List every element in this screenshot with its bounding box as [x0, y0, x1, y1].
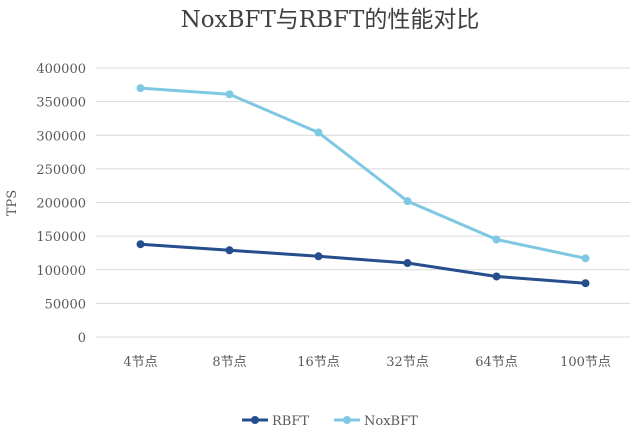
- x-tick-label: 4节点: [123, 355, 157, 370]
- y-tick-label: 250000: [36, 163, 86, 178]
- legend-label: RBFT: [272, 414, 309, 429]
- y-tick-label: 200000: [36, 197, 86, 212]
- data-point-RBFT: [314, 252, 323, 261]
- legend-label: NoxBFT: [364, 414, 418, 429]
- data-point-NoxBFT: [314, 128, 323, 137]
- series-line-NoxBFT: [140, 86, 586, 260]
- x-tick-label: 8节点: [212, 355, 246, 370]
- y-tick-label: 50000: [45, 297, 86, 312]
- y-axis-label: TPS: [5, 190, 20, 216]
- data-point-NoxBFT: [403, 197, 412, 206]
- legend-marker: [251, 416, 259, 424]
- y-tick-label: 400000: [36, 62, 86, 77]
- x-tick-label: 100节点: [560, 355, 611, 370]
- legend-marker: [343, 416, 351, 424]
- y-tick-label: 150000: [36, 230, 86, 245]
- data-point-NoxBFT: [136, 84, 145, 93]
- data-point-NoxBFT: [225, 90, 234, 99]
- series-line-RBFT: [140, 242, 586, 285]
- chart-title: NoxBFT与RBFT的性能对比: [181, 7, 480, 33]
- data-point-RBFT: [225, 246, 234, 255]
- x-tick-label: 32节点: [386, 355, 429, 370]
- y-tick-label: 100000: [36, 264, 86, 279]
- data-point-NoxBFT: [492, 235, 501, 244]
- x-tick-label: 16节点: [297, 355, 340, 370]
- data-point-NoxBFT: [581, 254, 590, 263]
- y-tick-label: 0: [78, 331, 86, 346]
- data-point-RBFT: [492, 272, 501, 281]
- x-tick-label: 64节点: [475, 355, 518, 370]
- data-point-RBFT: [403, 259, 412, 268]
- y-tick-label: 300000: [36, 129, 86, 144]
- y-tick-label: 350000: [36, 96, 86, 111]
- data-point-RBFT: [136, 240, 145, 249]
- data-point-RBFT: [581, 279, 590, 288]
